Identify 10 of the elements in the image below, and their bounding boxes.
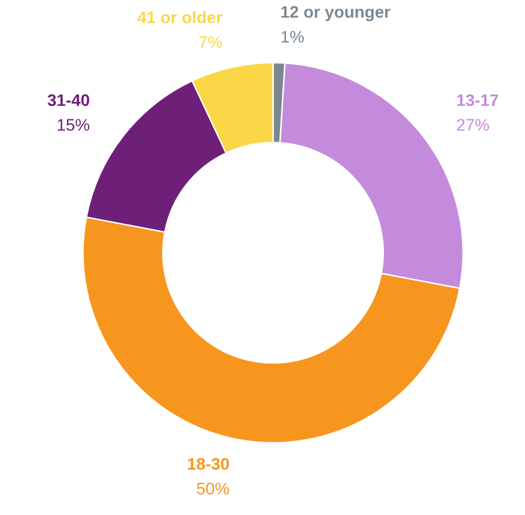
data-label: 15% — [58, 119, 90, 131]
slice-label: 18-30 — [188, 458, 229, 470]
data-label: 27% — [457, 118, 489, 131]
slice-label: 12 or younger — [281, 6, 390, 22]
slice-label: 13-17 — [457, 94, 498, 106]
data-label: 7% — [199, 36, 222, 48]
data-label: 1% — [282, 30, 304, 43]
slice-label: 31-40 — [48, 94, 90, 106]
slice-label: 41 or older — [138, 11, 222, 24]
data-label: 50% — [196, 482, 230, 494]
